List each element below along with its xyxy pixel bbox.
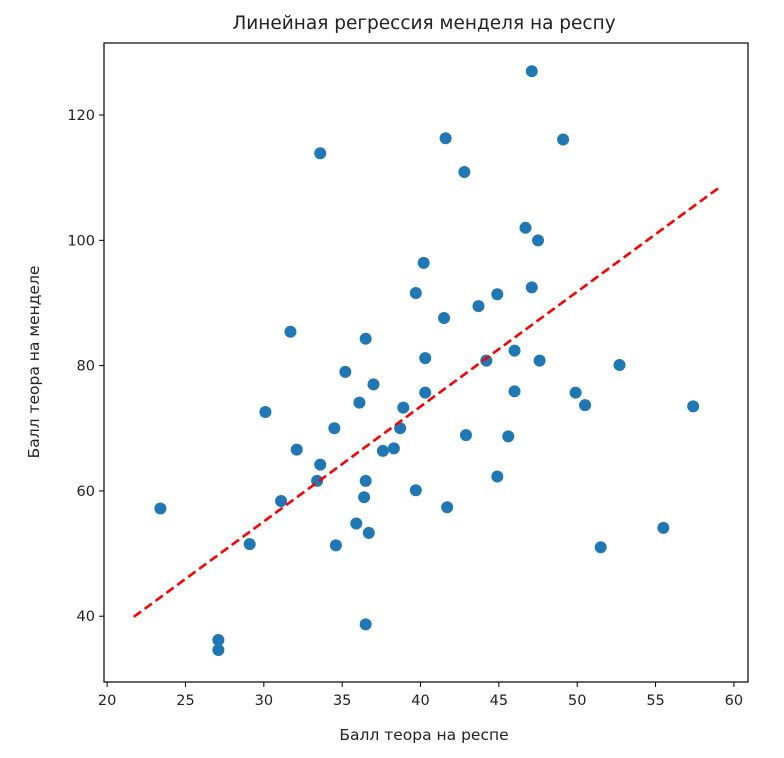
x-tick-label: 40	[411, 693, 429, 709]
data-point	[569, 386, 582, 399]
data-point	[557, 133, 570, 146]
data-point	[525, 65, 538, 78]
data-point	[359, 618, 372, 631]
y-tick-label: 100	[67, 233, 95, 249]
data-point	[441, 501, 454, 514]
data-point	[508, 344, 521, 357]
data-point	[290, 443, 303, 456]
data-point	[367, 378, 380, 391]
data-point	[439, 132, 452, 145]
data-point	[502, 430, 515, 443]
y-axis: 40 60 80 100 120	[67, 108, 104, 625]
x-tick-label: 45	[490, 693, 508, 709]
data-point	[417, 256, 430, 269]
data-point	[353, 396, 366, 409]
y-tick-label: 120	[67, 108, 95, 124]
data-point	[328, 422, 341, 435]
data-point	[472, 300, 485, 313]
data-point	[259, 405, 272, 418]
data-point	[491, 470, 504, 483]
data-point	[362, 526, 375, 539]
x-tick-label: 60	[725, 693, 743, 709]
data-point	[657, 521, 670, 534]
data-point	[419, 352, 432, 365]
y-tick-label: 60	[77, 484, 95, 500]
data-point	[532, 234, 545, 247]
data-point	[212, 634, 225, 647]
x-tick-label: 35	[333, 693, 351, 709]
data-point	[329, 539, 342, 552]
data-point	[359, 332, 372, 345]
y-tick-label: 80	[77, 359, 95, 375]
data-point	[438, 312, 451, 325]
data-point	[409, 286, 422, 299]
data-point	[284, 325, 297, 338]
x-axis: 20 25 30 35 40 45 50 55 60	[98, 682, 743, 709]
data-point	[533, 354, 546, 367]
data-point	[519, 221, 532, 234]
data-point	[275, 494, 288, 507]
chart-title: Линейная регрессия менделя на респу	[232, 13, 615, 34]
x-tick-label: 55	[646, 693, 664, 709]
data-point	[359, 474, 372, 487]
plot-frame	[103, 42, 749, 683]
data-point	[314, 458, 327, 471]
data-point	[376, 444, 389, 457]
data-point	[387, 442, 400, 455]
data-point	[419, 386, 432, 399]
x-tick-label: 25	[176, 693, 194, 709]
data-point	[358, 491, 371, 504]
data-point	[350, 517, 363, 530]
data-point	[579, 399, 592, 412]
x-tick-label: 20	[98, 693, 116, 709]
x-tick-label: 50	[568, 693, 586, 709]
x-tick-label: 30	[255, 693, 273, 709]
data-point	[243, 538, 256, 551]
plot-area	[133, 65, 721, 657]
data-point	[525, 281, 538, 294]
data-point	[154, 502, 167, 515]
data-point	[613, 359, 626, 372]
data-point	[508, 385, 521, 398]
y-axis-label: Балл теора на менделе	[25, 266, 43, 459]
data-point	[409, 484, 422, 497]
data-point	[339, 365, 352, 378]
regression-line	[133, 186, 721, 618]
data-point	[687, 400, 700, 413]
data-point	[212, 644, 225, 657]
data-point	[459, 429, 472, 442]
data-point	[458, 166, 471, 179]
data-point	[594, 541, 607, 554]
x-axis-label: Балл теора на респе	[339, 726, 508, 744]
y-tick-label: 40	[77, 609, 95, 625]
data-point	[397, 401, 410, 414]
data-point	[491, 288, 504, 301]
data-point	[314, 147, 327, 160]
